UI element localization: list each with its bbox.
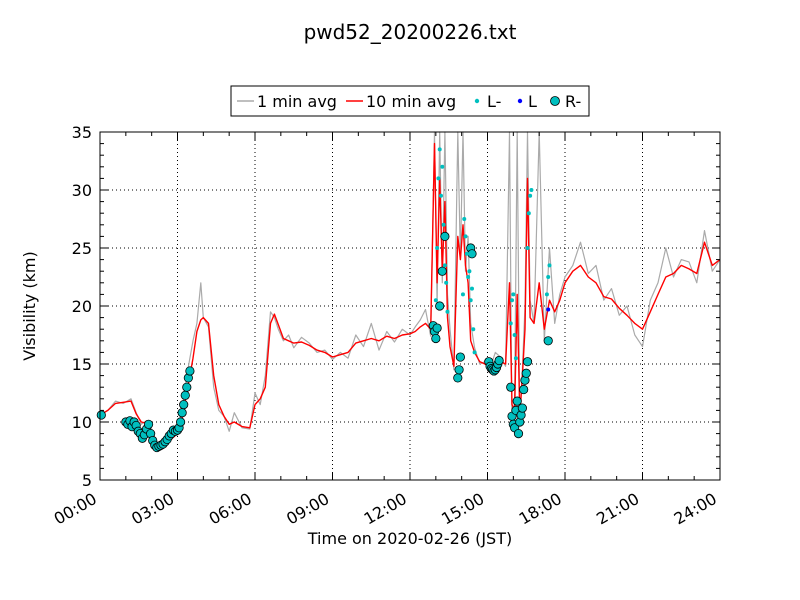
series-l-point (460, 292, 465, 297)
series-r-point (177, 408, 187, 418)
series-l-point (526, 211, 531, 216)
series-l-point (546, 275, 551, 279)
x-tick-label: 21:00 (593, 489, 642, 529)
series-10-min-avg-line (99, 142, 721, 449)
x-tick-label: 00:00 (51, 489, 100, 529)
series-l-point (528, 193, 533, 198)
series-l-point (462, 217, 467, 221)
legend-label-r: R- (565, 92, 581, 111)
legend: 1 min avg 10 min avg L- L R- (230, 85, 590, 117)
series-r-point (512, 396, 522, 406)
legend-label-1-min-avg: 1 min avg (257, 92, 337, 111)
legend-swatch-l (517, 98, 523, 104)
series-r-point (440, 231, 450, 241)
y-tick-label: 20 (72, 297, 92, 316)
series-r-point (543, 336, 553, 346)
series-r-point (467, 249, 477, 259)
series-r-point (185, 366, 195, 376)
series-l-point (508, 321, 513, 326)
x-tick-label: 03:00 (128, 489, 177, 529)
series-l-point (463, 234, 468, 239)
series-l-point (510, 298, 515, 303)
x-tick-label: 15:00 (438, 489, 487, 529)
x-tick-label: 12:00 (361, 489, 410, 529)
legend-swatch-l (474, 98, 480, 104)
series-l-point (470, 286, 474, 291)
series-r-point (180, 390, 190, 400)
series-r-point (432, 323, 442, 333)
series-l-point (440, 164, 445, 169)
series-l-point (464, 251, 469, 256)
series-l-point (468, 298, 473, 303)
series-l-point (435, 246, 440, 250)
ticks: 00:00 03:00 06:00 09:00 12:00 15:00 18:00 21:00… (51, 123, 721, 529)
series-layer (96, 131, 721, 453)
y-tick-label: 15 (72, 355, 92, 374)
series-r-point (494, 355, 504, 366)
plot-area: 00:00 03:00 06:00 09:00 12:00 15:00 18:00 21:00… (51, 123, 721, 529)
series-l-point (511, 292, 516, 297)
x-tick-label: 06:00 (206, 489, 255, 529)
y-tick-label: 25 (72, 239, 92, 258)
series-l-point (471, 327, 476, 332)
legend-label-l: L- (487, 92, 501, 111)
x-tick-label: 24:00 (671, 489, 720, 529)
series-r-point (179, 399, 189, 410)
x-tick-label: 09:00 (283, 489, 332, 529)
y-tick-label: 10 (72, 413, 92, 432)
series-l-point (513, 356, 518, 361)
legend-label-10-min-avg: 10 min avg (366, 92, 456, 111)
x-axis-label: Time on 2020-02-26 (JST) (307, 529, 512, 548)
series-l-point (436, 176, 441, 181)
series-r-point (182, 382, 192, 392)
series-l-point (466, 275, 471, 279)
series-r-point (517, 403, 527, 413)
series-l-point (433, 298, 438, 303)
series-l-point (441, 222, 446, 227)
y-tick-label: 35 (72, 123, 92, 142)
series-l-point (437, 147, 442, 152)
series-l-point (444, 280, 449, 285)
series-r-point (453, 373, 463, 383)
series-r-point (455, 352, 465, 362)
series-l-point (544, 292, 549, 297)
y-tick-label: 30 (72, 181, 92, 200)
series-l-point (439, 193, 443, 198)
series-l-point (546, 307, 551, 312)
series-l-point (547, 263, 552, 268)
series-r-point (506, 382, 516, 392)
series-r-point (454, 365, 464, 375)
series-l-point (472, 350, 477, 355)
series-r-point (143, 419, 154, 429)
series-r-point (431, 333, 441, 344)
series-l-point (467, 269, 472, 274)
y-tick-label: 5 (82, 471, 92, 490)
legend-box (230, 85, 590, 117)
series-l-point (442, 263, 447, 268)
y-axis-label: Visibility (km) (20, 251, 39, 360)
series-r-point (519, 384, 529, 395)
series-r-point (522, 357, 533, 367)
series-r-point (96, 410, 106, 420)
series-l-point (525, 246, 530, 250)
series-r-point (176, 417, 186, 427)
legend-swatch-r (550, 96, 560, 106)
series-r-point (435, 301, 445, 311)
series-r-point (437, 266, 447, 276)
chart-title: pwd52_20200226.txt (304, 20, 517, 44)
series-l-point (445, 309, 450, 314)
series-r-point (513, 428, 524, 439)
legend-label-l: L (528, 92, 537, 111)
series-r-point (521, 368, 531, 378)
x-tick-label: 18:00 (516, 489, 565, 529)
series-l-point (529, 188, 534, 192)
series-l-point (512, 333, 517, 337)
